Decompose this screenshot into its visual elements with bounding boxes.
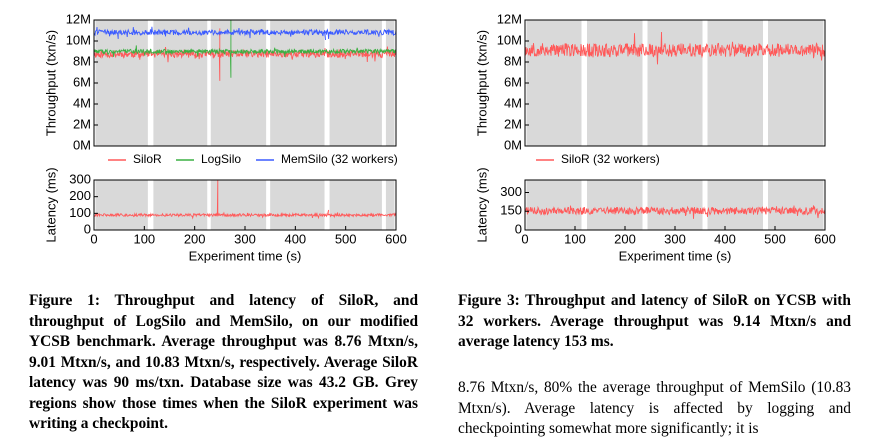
fig3-latency-checkpoint-region — [707, 180, 763, 230]
fig1-latency-xtick-label: 400 — [284, 231, 306, 246]
fig1-latency-xtick-label: 500 — [335, 231, 357, 246]
fig1-throughput-checkpoint-region — [153, 20, 208, 146]
fig3-latency-ytick-label: 150 — [500, 203, 522, 218]
fig1-latency-ytick-label: 300 — [69, 171, 91, 186]
fig3-throughput-ytick-label: 2M — [504, 116, 522, 131]
fig3-latency-xtick-label: 600 — [814, 231, 836, 246]
fig3-latency-checkpoint-region — [587, 180, 643, 230]
fig3-throughput-ytick-label: 10M — [497, 32, 522, 47]
fig3-throughput-checkpoint-region — [647, 20, 703, 146]
fig1-latency-checkpoint-region — [270, 180, 325, 230]
fig1-latency-ytick-label: 100 — [69, 205, 91, 220]
fig1-legend-label: SiloR — [133, 152, 162, 166]
fig1-throughput-checkpoint-region — [329, 20, 382, 146]
fig3-legend-label: SiloR (32 workers) — [561, 152, 660, 166]
fig1-legend-label: MemSilo (32 workers) — [281, 152, 398, 166]
fig1-latency-checkpoint-region — [385, 180, 395, 230]
fig3-latency-xlabel: Experiment time (s) — [619, 248, 732, 263]
fig3-throughput-panel: 0M 2M 4M 6M 8M 10M 12M Throughput (txn/s) — [474, 11, 826, 152]
fig1-throughput-checkpoint-region — [270, 20, 325, 146]
fig3-throughput-checkpoint-region — [768, 20, 824, 146]
fig1-throughput-series-memsilo-32-workers- — [93, 26, 397, 41]
fig1-latency-checkpoint-region — [329, 180, 382, 230]
fig3-latency-series-silor-32-workers- — [524, 205, 826, 219]
fig3-latency-ylabel: Latency (ms) — [474, 167, 489, 242]
fig1-throughput-ytick-label: 10M — [66, 32, 91, 47]
fig3-throughput-checkpoint-region — [526, 20, 582, 146]
fig1-throughput-ytick-label: 0M — [73, 137, 91, 152]
fig3-latency-xtick-label: 500 — [764, 231, 786, 246]
fig3-throughput-ytick-label: 0M — [504, 137, 522, 152]
fig1-latency-checkpoint-region — [153, 180, 208, 230]
fig1-latency-xtick-label: 600 — [385, 231, 407, 246]
fig1-throughput-ytick-label: 4M — [73, 95, 91, 110]
fig3-latency-checkpoint-region — [647, 180, 703, 230]
fig1-latency-ylabel: Latency (ms) — [43, 167, 58, 242]
fig3-throughput-ytick-label: 8M — [504, 53, 522, 68]
fig1-latency-xtick-label: 300 — [234, 231, 256, 246]
fig1-throughput-panel: 0M 2M 4M 6M 8M 10M 12M Throughput (txn/s) — [43, 11, 397, 152]
fig3-latency-xtick-label: 100 — [564, 231, 586, 246]
fig1-throughput-ytick-label: 12M — [66, 11, 91, 26]
fig1-throughput-series-logsilo — [93, 20, 397, 78]
fig1-latency-checkpoint-region — [95, 180, 148, 230]
fig1-latency-xtick-label: 200 — [184, 231, 206, 246]
fig1-latency-xtick-label: 0 — [90, 231, 97, 246]
fig3-latency-xtick-label: 0 — [521, 231, 528, 246]
fig1-throughput-ytick-label: 2M — [73, 116, 91, 131]
fig3-latency-xtick-label: 200 — [614, 231, 636, 246]
right-column: 0M 2M 4M 6M 8M 10M 12M Throughput (txn/s) SiloR … — [439, 0, 878, 434]
fig3-throughput-ylabel: Throughput (txn/s) — [474, 30, 489, 136]
fig1-throughput-checkpoint-region — [385, 20, 395, 146]
fig3-latency-ytick-label: 0 — [515, 221, 522, 236]
fig1-throughput-ytick-label: 8M — [73, 53, 91, 68]
fig3-latency-checkpoint-region — [526, 180, 582, 230]
figure-3-chart: 0M 2M 4M 6M 8M 10M 12M Throughput (txn/s) SiloR … — [474, 11, 835, 263]
fig1-throughput-checkpoint-region — [210, 20, 267, 146]
fig1-throughput-ylabel: Throughput (txn/s) — [43, 30, 58, 136]
fig1-latency-series-silor — [93, 179, 397, 220]
figure-1-chart: 0M 2M 4M 6M 8M 10M 12M Throughput (txn/s) SiloR L… — [43, 11, 406, 263]
fig3-latency-panel: 0 150 300 0 100 200 300 400 500 600 Latency (ms) Ex… — [474, 167, 835, 263]
fig3-throughput-ytick-label: 12M — [497, 11, 522, 26]
fig3-throughput-ytick-label: 4M — [504, 95, 522, 110]
fig1-throughput-checkpoint-region — [95, 20, 148, 146]
fig3-latency-xtick-label: 400 — [714, 231, 736, 246]
body-paragraph: 8.76 Mtxn/s, 80% the average throughput … — [458, 379, 851, 437]
fig3-latency-xtick-label: 300 — [664, 231, 686, 246]
fig3-throughput-series-silor-32-workers- — [524, 31, 826, 65]
fig1-legend-label: LogSilo — [201, 152, 241, 166]
fig3-throughput-checkpoint-region — [707, 20, 763, 146]
fig1-latency-xlabel: Experiment time (s) — [189, 248, 302, 263]
figure-3-caption: Figure 3: Throughput and latency of Silo… — [458, 292, 851, 350]
fig1-throughput-ytick-label: 6M — [73, 74, 91, 89]
fig3-throughput-ytick-label: 6M — [504, 74, 522, 89]
fig1-latency-ytick-label: 200 — [69, 188, 91, 203]
fig3-throughput-checkpoint-region — [587, 20, 643, 146]
left-column: 0M 2M 4M 6M 8M 10M 12M Throughput (txn/s) SiloR L… — [0, 0, 439, 434]
fig3-latency-checkpoint-region — [768, 180, 824, 230]
fig1-latency-checkpoint-region — [210, 180, 267, 230]
figure-1-caption: Figure 1: Throughput and latency of Silo… — [29, 292, 418, 432]
fig1-latency-xtick-label: 100 — [133, 231, 155, 246]
fig1-latency-ytick-label: 0 — [84, 221, 91, 236]
fig3-latency-ytick-label: 300 — [500, 184, 522, 199]
